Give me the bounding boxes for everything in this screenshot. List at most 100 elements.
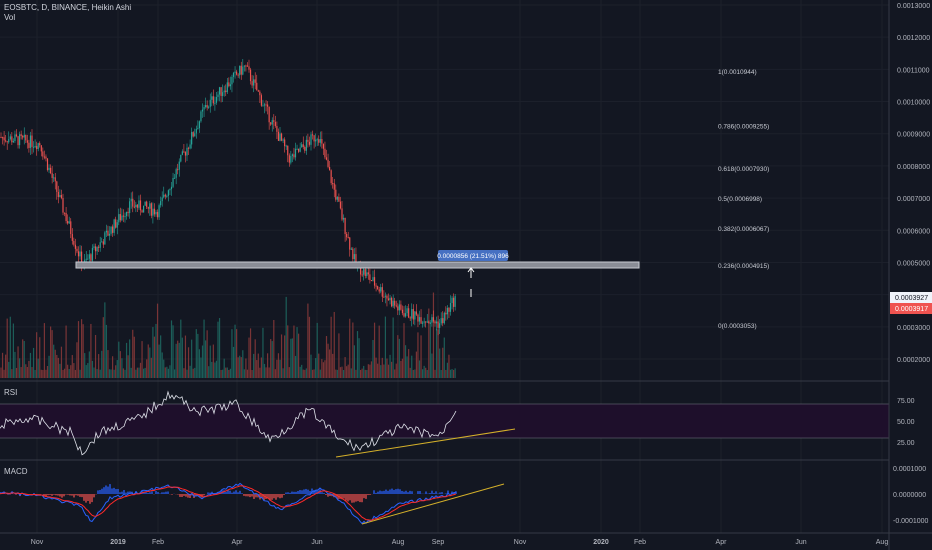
time-tick: Apr — [716, 539, 728, 546]
volume-bar — [23, 341, 25, 378]
macd-label[interactable]: MACD — [4, 467, 28, 476]
macd-hist-bar — [73, 494, 75, 498]
macd-hist-bar — [291, 491, 293, 494]
macd-hist-bar — [303, 489, 305, 494]
volume-bar — [341, 366, 343, 378]
candle — [125, 211, 128, 217]
macd-hist-bar — [279, 494, 281, 499]
candle — [139, 200, 142, 211]
macd-hist-bar — [447, 490, 449, 494]
macd-hist-bar — [115, 489, 117, 494]
time-axis[interactable]: Nov 2019 Feb Apr Jun Aug Sep Nov 2020 Feb Apr Jun Au… — [31, 539, 889, 546]
macd-hist-bar — [255, 494, 257, 498]
volume-bar — [183, 368, 185, 378]
chart-title[interactable]: EOSBTC, D, BINANCE, Heikin Ashi — [4, 3, 132, 12]
volume-bar — [166, 366, 168, 378]
candle — [99, 242, 101, 248]
candle — [346, 233, 348, 238]
rsi-trendline[interactable] — [335, 428, 516, 458]
volume-bar — [54, 349, 56, 378]
volume-bar — [311, 369, 314, 378]
volume-bar — [155, 323, 157, 378]
macd-hist-bar — [295, 491, 297, 494]
candle — [446, 307, 448, 315]
candle — [42, 151, 44, 157]
volume-bar — [409, 367, 411, 378]
candle — [36, 146, 38, 150]
macd-hist-bar — [149, 492, 151, 494]
rsi-label[interactable]: RSI — [4, 388, 18, 397]
volume-bar — [104, 302, 106, 378]
volume-bar — [267, 353, 269, 378]
volume-bar — [51, 330, 53, 378]
volume-bar — [218, 318, 221, 378]
macd-hist-bar — [99, 489, 101, 494]
candle — [172, 177, 174, 187]
volume-bar — [67, 364, 69, 378]
volume-bar — [181, 337, 183, 378]
candle — [319, 139, 321, 143]
fib-label: 0.786(0.0009255) — [718, 124, 769, 131]
volume-bar — [347, 364, 349, 378]
volume-bar — [177, 340, 179, 378]
volume-bar — [398, 338, 400, 378]
volume-bar — [229, 368, 231, 378]
macd-hist-bar — [245, 494, 247, 497]
macd-hist-bar — [165, 491, 167, 494]
candle — [192, 132, 194, 137]
candle — [404, 313, 407, 317]
candle — [19, 134, 21, 146]
candle — [389, 297, 391, 301]
macd-hist-bar — [275, 494, 277, 500]
volume-bar — [144, 367, 146, 378]
candle — [311, 134, 314, 136]
volume-bar — [287, 325, 289, 378]
volume-bar — [228, 369, 230, 378]
candle — [43, 156, 45, 158]
fib-levels[interactable]: 1(0.0010944) 0.786(0.0009255) 0.618(0.0007… — [718, 69, 769, 330]
macd-hist-bar — [159, 493, 161, 494]
volume-bar — [143, 368, 145, 378]
macd-hist-bar — [299, 490, 301, 494]
candle — [370, 280, 373, 282]
candle — [251, 81, 253, 86]
macd-hist-bar — [117, 488, 119, 494]
macd-hist-bar — [433, 492, 435, 494]
resistance-zone[interactable] — [75, 261, 640, 269]
volume-bar — [77, 321, 80, 378]
candle — [144, 201, 146, 206]
candle — [279, 133, 281, 141]
volume-bar — [3, 369, 5, 378]
volume-bar — [26, 366, 28, 378]
price-tick: 0.0008000 — [897, 164, 930, 171]
macd-hist-bar — [289, 492, 291, 494]
candle — [91, 247, 94, 261]
candle — [116, 222, 118, 228]
macd-trendline[interactable] — [361, 483, 505, 525]
volume-bar — [139, 362, 142, 378]
candle — [81, 251, 83, 267]
candle — [437, 321, 439, 328]
macd-hist-bar — [365, 494, 367, 499]
volume-bar — [132, 329, 134, 378]
candle — [1, 137, 4, 139]
volume-bar — [102, 317, 104, 378]
macd-hist-bar — [147, 492, 149, 494]
macd-hist-bar — [123, 490, 125, 494]
volume-bar — [74, 369, 76, 378]
volume-bar — [79, 369, 81, 378]
candle — [259, 91, 261, 96]
price-tag-down-text: 0.0003917 — [895, 306, 928, 313]
volume-bar — [135, 369, 137, 378]
candle — [302, 144, 304, 147]
candle — [141, 210, 143, 213]
candle — [102, 241, 104, 245]
volume-bar — [408, 349, 410, 378]
candle — [48, 167, 50, 171]
candle — [418, 317, 421, 322]
candle — [377, 286, 379, 290]
volume-bar — [288, 367, 290, 378]
volume-bar — [404, 345, 407, 378]
volume-bar — [440, 369, 442, 378]
